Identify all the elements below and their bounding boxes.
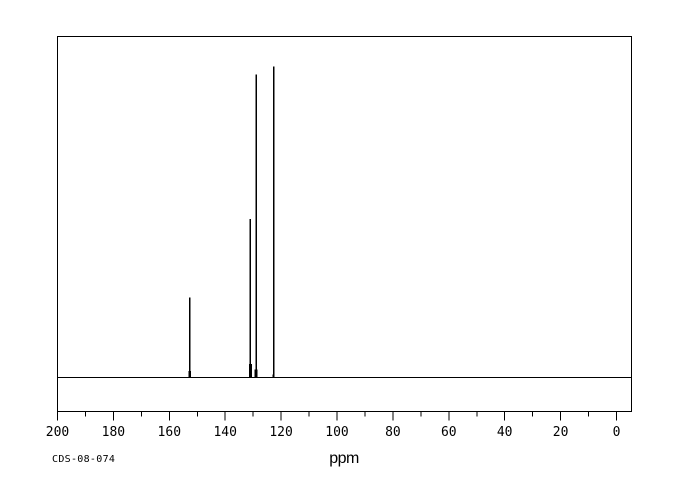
x-axis-tick-label: 20 [553, 425, 569, 440]
plot-border [57, 36, 632, 412]
x-axis-tick-label: 80 [385, 425, 401, 440]
x-axis-tick-label: 140 [213, 425, 236, 440]
x-axis-tick-label: 160 [158, 425, 181, 440]
x-axis-unit-label: ppm [329, 450, 359, 467]
x-axis-tick-label: 100 [325, 425, 348, 440]
x-axis-tick-label: 180 [102, 425, 125, 440]
x-axis-tick-label: 40 [497, 425, 513, 440]
x-axis-tick-label: 0 [613, 425, 621, 440]
x-axis-tick-label: 200 [46, 425, 69, 440]
x-axis-tick-label: 60 [441, 425, 457, 440]
x-axis-tick-label: 120 [269, 425, 292, 440]
catalog-id-label: CDS-08-074 [52, 454, 116, 465]
